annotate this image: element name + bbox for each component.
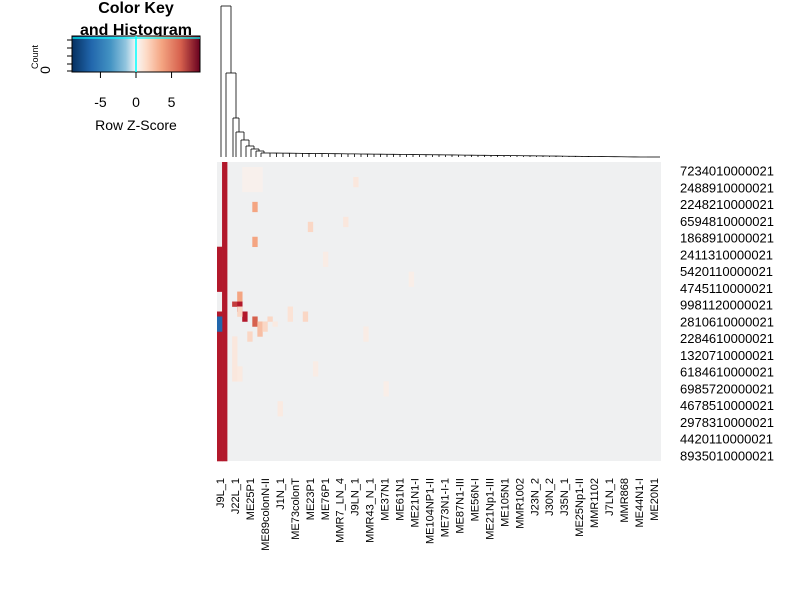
column-label: ME105N1 [499, 478, 511, 527]
row-label: 2284610000021 [680, 331, 774, 346]
heatmap-cell [237, 306, 243, 317]
column-label: J22L_1 [230, 478, 242, 514]
column-label: MMR7_LN_4 [335, 478, 347, 543]
row-label: 2488910000021 [680, 180, 774, 195]
heatmap-cell [408, 271, 415, 287]
row-label: 2411310000021 [680, 247, 773, 262]
row-label: 1320710000021 [680, 348, 774, 363]
column-label: ME44N1-I [634, 478, 646, 528]
color-key-x-axis: -5 0 5 [94, 72, 176, 110]
color-key-x-tick-label: 0 [132, 94, 140, 110]
row-label: 6594810000021 [680, 214, 774, 229]
heatmap-cell [232, 301, 238, 307]
column-label: ME21Np1-III [484, 478, 496, 540]
heatmap-cell [222, 162, 228, 462]
heatmap-cell [287, 306, 293, 322]
column-label: ME56N-I [469, 478, 481, 521]
heatmap-cell [257, 321, 263, 337]
heatmap-cell [237, 366, 243, 382]
row-label: 1868910000021 [680, 231, 774, 246]
heatmap-cell [252, 201, 258, 213]
color-key-x-tick-label: 5 [168, 94, 176, 110]
color-key-subtitle: and Histogram [80, 22, 192, 39]
color-key-title: Color Key [98, 0, 174, 17]
row-label: 5420110000021 [680, 264, 773, 279]
heatmap-background [217, 162, 661, 461]
column-label: MMR43_N_1 [365, 478, 377, 543]
color-key-y-label: Count [30, 45, 40, 70]
heatmap-cell [252, 236, 258, 248]
column-label: ME25P1 [245, 478, 257, 520]
heatmap-cell [322, 251, 329, 267]
row-label: 4420110000021 [680, 432, 773, 447]
heatmap-cell [383, 381, 389, 397]
heatmap-cell [217, 246, 223, 292]
column-label: ME104NP1-II [425, 478, 437, 544]
row-label: 2810610000021 [680, 314, 774, 329]
heatmap-cell [217, 316, 223, 332]
column-label: ME73colonT [290, 478, 302, 540]
column-label: ME87N1-III [454, 478, 466, 534]
row-label: 6184610000021 [680, 365, 774, 380]
heatmap-cell [302, 311, 309, 322]
color-key-y-tick: 0 [37, 66, 53, 74]
heatmap-cell [237, 291, 243, 302]
column-label: MMR868 [619, 478, 631, 523]
row-label: 2248210000021 [680, 197, 774, 212]
column-label: J23N_2 [529, 478, 541, 516]
column-label: J30N_2 [544, 478, 556, 516]
row-label: 8935010000021 [680, 449, 774, 464]
column-label: ME20N1 [649, 478, 661, 521]
heatmap-cell [247, 331, 253, 342]
column-label: J7LN_1 [604, 478, 616, 516]
column-label: J35N_1 [559, 478, 571, 516]
row-label: 9981120000021 [680, 298, 773, 313]
column-label: ME23P1 [305, 478, 317, 520]
column-label: ME61N1 [395, 478, 407, 521]
heatmap-cell [272, 321, 278, 327]
heatmap-cell [307, 221, 314, 233]
heatmap-cell [267, 316, 273, 322]
heatmap-cell [312, 361, 319, 377]
color-key: Color Key and Histogram Count 0 -5 0 5 Row… [30, 0, 201, 133]
row-label: 4678510000021 [680, 398, 774, 413]
column-label: ME76P1 [320, 478, 332, 520]
column-label: ME25Np1-II [574, 478, 586, 537]
column-label: J9LN_1 [350, 478, 362, 516]
row-label: 6985720000021 [680, 381, 774, 396]
column-label: ME89colonN-II [260, 478, 272, 551]
heatmap-cell [343, 216, 349, 228]
heatmap-grid [217, 162, 661, 462]
column-label: ME37N1 [380, 478, 392, 521]
heatmap-cell [363, 326, 369, 342]
color-key-y-axis [67, 36, 73, 72]
column-label: ME21N1-I [410, 478, 422, 528]
column-label: ME73N1-I-1 [439, 478, 451, 537]
column-label: MMR1102 [589, 478, 601, 528]
heatmap-cell [277, 401, 283, 417]
heatmap-cell [242, 311, 248, 322]
column-label: MMR1002 [514, 478, 526, 529]
heatmap-cell [232, 336, 238, 382]
color-key-x-label: Row Z-Score [95, 117, 177, 133]
column-label: J1N_1 [275, 478, 287, 510]
heatmap-cell [217, 311, 223, 462]
heatmap-cell [242, 166, 263, 193]
column-dendrogram [220, 5, 660, 158]
row-label: 4745110000021 [680, 281, 773, 296]
heatmap-cell [262, 321, 268, 332]
row-label: 7234010000021 [680, 164, 774, 179]
heatmap-cell [252, 316, 258, 327]
row-label: 2978310000021 [680, 415, 774, 430]
column-label: J9L_1 [215, 478, 227, 508]
column-labels: J9L_1 J22L_1 ME25P1 ME89colonN-II J1N_1 ME73c… [215, 478, 661, 551]
color-key-x-tick-label: -5 [94, 94, 107, 110]
heatmap-cell [353, 176, 359, 188]
